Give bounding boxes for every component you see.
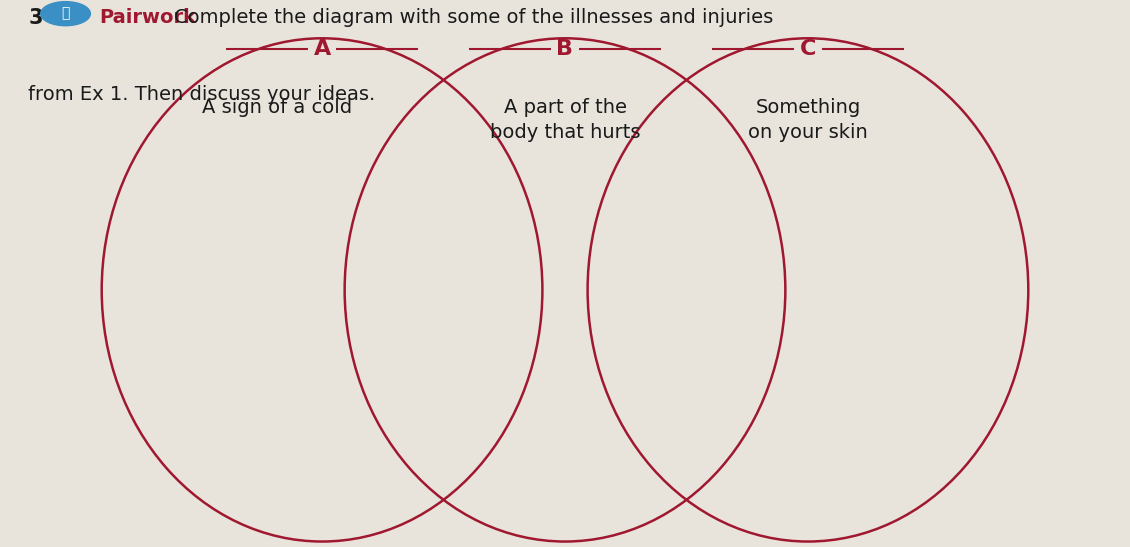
Text: Complete the diagram with some of the illnesses and injuries: Complete the diagram with some of the il… (174, 8, 773, 27)
Text: B: B (556, 39, 574, 59)
Text: from Ex 1. Then discuss your ideas.: from Ex 1. Then discuss your ideas. (28, 85, 375, 104)
Text: A part of the
body that hurts: A part of the body that hurts (489, 98, 641, 142)
Text: 3: 3 (28, 8, 43, 28)
Text: ⦶: ⦶ (61, 7, 70, 21)
Text: C: C (800, 39, 816, 59)
Text: A: A (313, 39, 331, 59)
Text: Something
on your skin: Something on your skin (748, 98, 868, 142)
Text: Pairwork: Pairwork (99, 8, 197, 27)
Circle shape (41, 2, 90, 26)
Text: A sign of a cold: A sign of a cold (202, 98, 351, 118)
